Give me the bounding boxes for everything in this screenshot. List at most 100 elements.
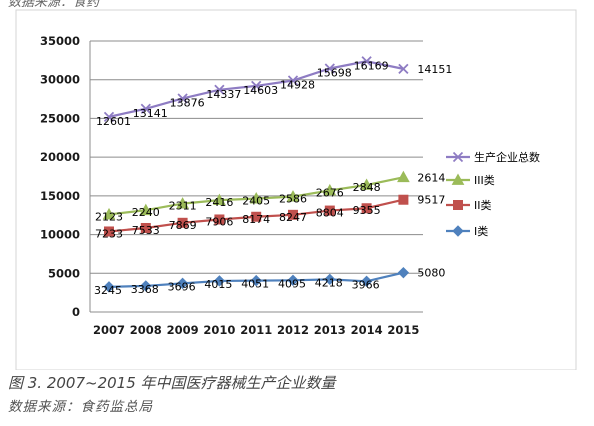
data-point-class1 bbox=[140, 280, 152, 292]
data-label-total: 13876 bbox=[170, 96, 205, 109]
data-label-class1: 3696 bbox=[168, 280, 196, 293]
data-label-class2: 8174 bbox=[242, 213, 270, 226]
data-point-class3 bbox=[102, 207, 116, 220]
data-point-total bbox=[177, 93, 188, 104]
data-point-class2 bbox=[251, 211, 262, 222]
x-tick-label: 2013 bbox=[314, 323, 346, 337]
marker-stroke bbox=[452, 151, 464, 163]
data-label-total: 14603 bbox=[243, 84, 278, 97]
marker-stroke bbox=[324, 63, 335, 74]
data-point-total bbox=[287, 75, 299, 86]
data-label-class3: 2123 bbox=[95, 210, 123, 223]
data-point-class1 bbox=[360, 275, 373, 287]
data-point-class2 bbox=[140, 222, 151, 233]
x-tick-label: 2011 bbox=[240, 323, 272, 337]
legend: 生产企业总数 III类 II类 I类 bbox=[446, 150, 540, 238]
data-label-class2: 7906 bbox=[205, 215, 233, 228]
data-label-total: 16169 bbox=[354, 59, 389, 72]
data-label-class2: 7233 bbox=[95, 227, 123, 240]
y-tick-label: 20000 bbox=[40, 150, 80, 164]
data-point-class2 bbox=[288, 209, 298, 220]
x-tick-label: 2010 bbox=[203, 323, 235, 337]
data-label-class2: 8247 bbox=[279, 211, 307, 224]
data-label-total: 15698 bbox=[317, 66, 352, 79]
marker-stroke bbox=[103, 111, 115, 123]
data-point-total bbox=[103, 111, 115, 123]
data-label-class1: 4095 bbox=[278, 277, 306, 290]
marker-stroke bbox=[361, 56, 372, 67]
marker-stroke bbox=[287, 75, 299, 86]
y-tick-label: 15000 bbox=[40, 189, 80, 203]
data-point-class3 bbox=[397, 170, 410, 183]
marker-stroke bbox=[177, 93, 188, 104]
x-tick-label: 2015 bbox=[387, 323, 419, 337]
x-tick-label: 2014 bbox=[351, 323, 383, 337]
x-tick-label: 2012 bbox=[277, 323, 309, 337]
data-point-class1 bbox=[213, 275, 226, 287]
data-label-class2: 9517 bbox=[417, 194, 445, 207]
data-point-class1 bbox=[324, 273, 336, 286]
legend-marker-total bbox=[452, 151, 464, 163]
series-layer bbox=[102, 56, 410, 293]
data-label-class2: 8804 bbox=[316, 207, 344, 220]
data-point-class1 bbox=[287, 274, 299, 287]
x-tick-label: 2009 bbox=[167, 323, 199, 337]
data-label-class1: 3368 bbox=[131, 283, 159, 296]
data-label-class3: 2240 bbox=[132, 206, 160, 219]
legend-marker-class2 bbox=[453, 200, 463, 210]
data-point-class3 bbox=[213, 193, 226, 206]
legend-label-class2: II类 bbox=[474, 198, 492, 212]
marker-stroke bbox=[140, 103, 151, 114]
cropped-top-text: 数据来源：食药 bbox=[8, 0, 100, 10]
data-label-class3: 2405 bbox=[242, 195, 270, 208]
data-point-class1 bbox=[176, 277, 189, 290]
data-point-class3 bbox=[360, 178, 373, 190]
data-point-class1 bbox=[103, 281, 115, 293]
data-label-class1: 3966 bbox=[352, 278, 380, 291]
data-label-total: 14337 bbox=[206, 88, 241, 101]
data-label-class2: 9355 bbox=[353, 204, 381, 217]
data-point-total bbox=[251, 80, 262, 92]
data-label-total: 14151 bbox=[417, 63, 452, 76]
data-point-class2 bbox=[104, 226, 114, 237]
data-point-total bbox=[324, 63, 335, 74]
marker-stroke bbox=[251, 80, 262, 92]
data-label-class2: 7533 bbox=[132, 224, 160, 237]
gridlines bbox=[90, 40, 423, 274]
data-label-class2: 7869 bbox=[169, 219, 197, 232]
y-tick-label: 5000 bbox=[48, 266, 80, 280]
data-label-class3: 2848 bbox=[353, 181, 381, 194]
y-tick-label: 35000 bbox=[40, 34, 80, 48]
data-point-class1 bbox=[397, 266, 410, 279]
legend-label-total: 生产企业总数 bbox=[474, 150, 540, 164]
data-label-total: 13141 bbox=[133, 107, 168, 120]
figure-caption: 图 3. 2007~2015 年中国医疗器械生产企业数量 bbox=[8, 374, 336, 392]
data-point-class3 bbox=[249, 192, 263, 204]
data-label-class1: 4015 bbox=[204, 278, 232, 291]
data-label-class1: 4051 bbox=[241, 278, 269, 291]
data-point-class1 bbox=[250, 274, 262, 287]
y-tick-label: 25000 bbox=[40, 111, 80, 125]
x-tick-label: 2008 bbox=[130, 323, 162, 337]
data-source: 数据来源：食药监总局 bbox=[8, 399, 153, 415]
x-tick-label: 2007 bbox=[93, 323, 125, 337]
y-tick-label: 0 bbox=[72, 305, 80, 319]
legend-label-class3: III类 bbox=[474, 173, 495, 187]
data-point-total bbox=[214, 84, 225, 95]
data-point-class2 bbox=[177, 217, 188, 228]
data-label-class1: 3245 bbox=[94, 284, 122, 297]
data-label-class3: 2586 bbox=[279, 193, 307, 206]
legend-marker-class3 bbox=[451, 173, 465, 185]
line-chart: 0 5000 10000 15000 20000 25000 30000 35000 2007 2… bbox=[15, 9, 577, 370]
data-label-class1: 4218 bbox=[315, 276, 343, 289]
data-point-class3 bbox=[323, 183, 337, 196]
axes: 0 5000 10000 15000 20000 25000 30000 35000 2007 2… bbox=[40, 34, 423, 337]
data-point-total bbox=[140, 103, 151, 114]
data-point-class3 bbox=[139, 203, 153, 216]
data-point-class2 bbox=[361, 203, 372, 214]
data-point-class2 bbox=[398, 194, 409, 205]
data-label-class3: 2311 bbox=[169, 200, 197, 213]
legend-marker-class1 bbox=[452, 225, 464, 237]
y-tick-label: 10000 bbox=[40, 228, 80, 242]
